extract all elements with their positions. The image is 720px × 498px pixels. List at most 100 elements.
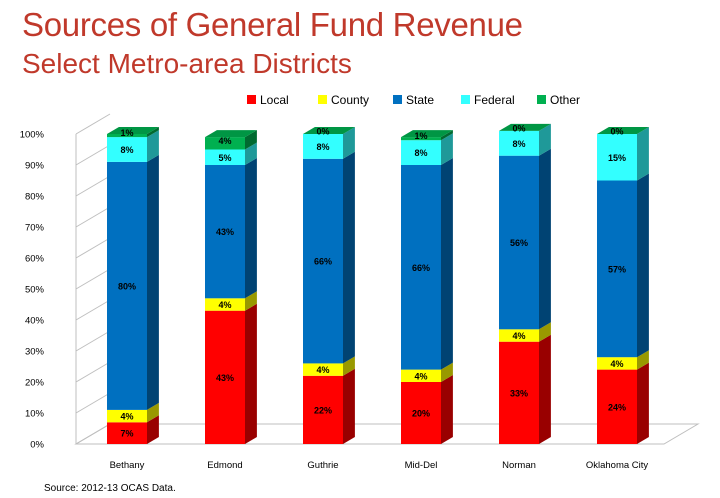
bar-top-cap	[205, 130, 257, 138]
y-tick-label: 30%	[25, 347, 45, 358]
data-label-federal: 8%	[120, 145, 133, 155]
y-tick-line	[75, 392, 111, 414]
bar-side-other	[147, 127, 159, 138]
bar-side-federal	[343, 127, 355, 159]
source-note: Source: 2012-13 OCAS Data.	[44, 483, 176, 494]
data-label-state: 80%	[118, 281, 136, 291]
y-tick-line	[75, 237, 111, 259]
bar-segment-federal	[499, 130, 539, 156]
y-tick-label: 90%	[25, 161, 45, 172]
y-tick-line	[75, 423, 111, 445]
data-label-county: 4%	[610, 359, 623, 369]
data-label-local: 43%	[216, 373, 234, 383]
bar-segment-county	[597, 357, 637, 370]
bar-side-county	[343, 356, 355, 376]
bar-side-county	[245, 291, 257, 311]
bar-side-federal	[147, 130, 159, 162]
bar-segment-county	[499, 329, 539, 342]
bar-segment-federal	[401, 140, 441, 165]
y-tick-label: 50%	[25, 285, 45, 296]
data-label-other: 0%	[316, 127, 329, 137]
bar-top-cap	[107, 127, 159, 134]
bar-segment-state	[499, 155, 539, 330]
legend-label-state: State	[406, 93, 434, 107]
bar-side-state	[539, 148, 551, 330]
bar-side-federal	[637, 127, 649, 181]
bar-side-state	[147, 154, 159, 410]
bar-side-local	[539, 334, 551, 444]
bar-top-cap	[401, 130, 453, 138]
data-label-other: 4%	[218, 136, 231, 146]
bar-side-federal	[441, 133, 453, 165]
y-tick-label: 70%	[25, 223, 45, 234]
legend-swatch-other	[537, 95, 546, 104]
bar-segment-county	[107, 409, 147, 423]
y-tick-label: 10%	[25, 409, 45, 420]
data-label-state: 43%	[216, 227, 234, 237]
x-category-label: Guthrie	[307, 460, 338, 471]
data-label-state: 57%	[608, 264, 626, 274]
y-tick-label: 20%	[25, 378, 45, 389]
data-label-state: 66%	[314, 257, 332, 267]
bar-side-local	[245, 303, 257, 444]
bar-side-federal	[539, 123, 551, 156]
bar-side-other	[245, 130, 257, 150]
y-tick-line	[75, 113, 111, 135]
bar-segment-state	[205, 165, 245, 299]
data-label-county: 4%	[120, 412, 133, 422]
chart-subtitle: Select Metro-area Districts	[22, 48, 352, 79]
bar-side-county	[637, 350, 649, 370]
y-tick-label: 80%	[25, 192, 45, 203]
bar-side-other	[441, 130, 453, 141]
bar-segment-federal	[597, 134, 637, 181]
y-tick-label: 60%	[25, 254, 45, 265]
data-label-federal: 15%	[608, 153, 626, 163]
y-tick-label: 0%	[30, 440, 44, 451]
data-label-federal: 8%	[316, 142, 329, 152]
y-tick-line	[75, 144, 111, 166]
y-tick-line	[75, 175, 111, 197]
bar-side-state	[343, 151, 355, 364]
bar-segment-state	[303, 158, 343, 364]
chart-title: Sources of General Fund Revenue	[22, 6, 523, 43]
bar-segment-other	[205, 137, 245, 150]
bar-side-state	[441, 158, 453, 370]
y-tick-line	[75, 206, 111, 228]
legend-label-local: Local	[260, 93, 289, 107]
x-category-label: Edmond	[207, 460, 242, 471]
bar-segment-local	[499, 341, 539, 444]
x-category-label: Mid-Del	[405, 460, 438, 471]
bar-segment-other	[107, 134, 147, 138]
bar-side-county	[147, 402, 159, 423]
data-label-federal: 8%	[512, 139, 525, 149]
data-label-local: 33%	[510, 388, 528, 398]
bar-side-local	[441, 375, 453, 444]
bar-segment-other	[401, 137, 441, 141]
bar-side-local	[147, 415, 159, 444]
bar-side-local	[637, 362, 649, 444]
bar-side-state	[637, 173, 649, 358]
y-tick-line	[75, 299, 111, 321]
bar-segment-local	[303, 375, 343, 444]
y-tick-line	[75, 330, 111, 352]
bar-segment-local	[205, 310, 245, 444]
bar-segment-local	[597, 369, 637, 444]
y-tick-line	[75, 361, 111, 383]
y-tick-line	[75, 268, 111, 290]
bar-side-county	[441, 362, 453, 382]
legend-swatch-federal	[461, 95, 470, 104]
data-label-county: 4%	[414, 371, 427, 381]
bar-segment-federal	[107, 137, 147, 162]
legend-label-federal: Federal	[474, 93, 515, 107]
y-tick-label: 40%	[25, 316, 45, 327]
legend-swatch-county	[318, 95, 327, 104]
bar-side-local	[343, 368, 355, 444]
legend-label-other: Other	[550, 93, 580, 107]
bar-segment-federal	[303, 134, 343, 159]
y-tick-label: 100%	[20, 130, 45, 141]
data-label-county: 4%	[316, 365, 329, 375]
bar-segment-county	[205, 298, 245, 311]
bar-segment-county	[401, 369, 441, 382]
data-label-other: 0%	[610, 127, 623, 137]
